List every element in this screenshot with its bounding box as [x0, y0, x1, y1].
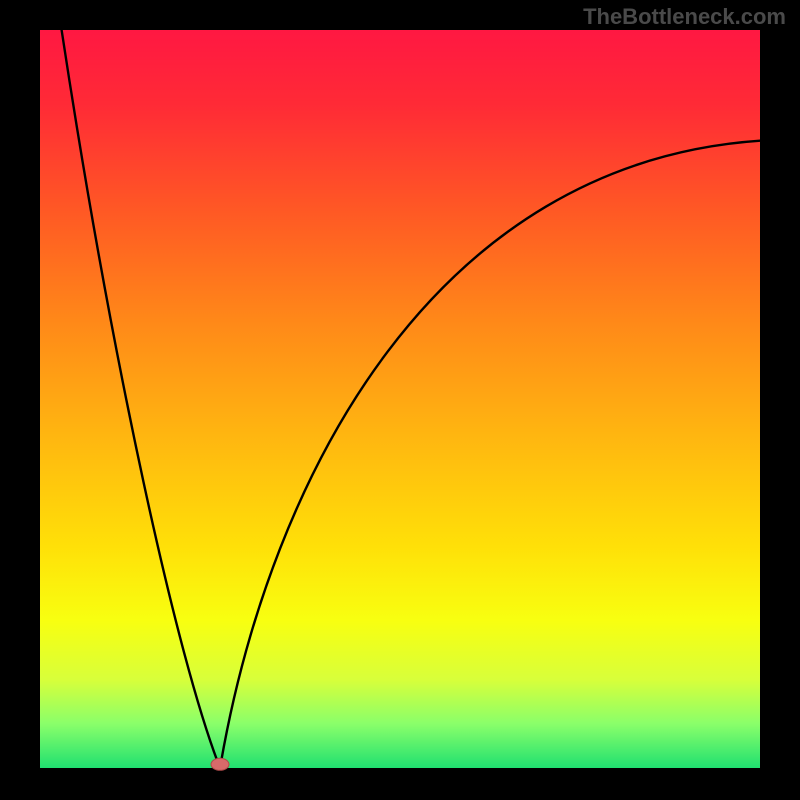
plot-gradient — [40, 30, 760, 768]
watermark-text: TheBottleneck.com — [583, 4, 786, 30]
minimum-marker — [211, 758, 229, 770]
